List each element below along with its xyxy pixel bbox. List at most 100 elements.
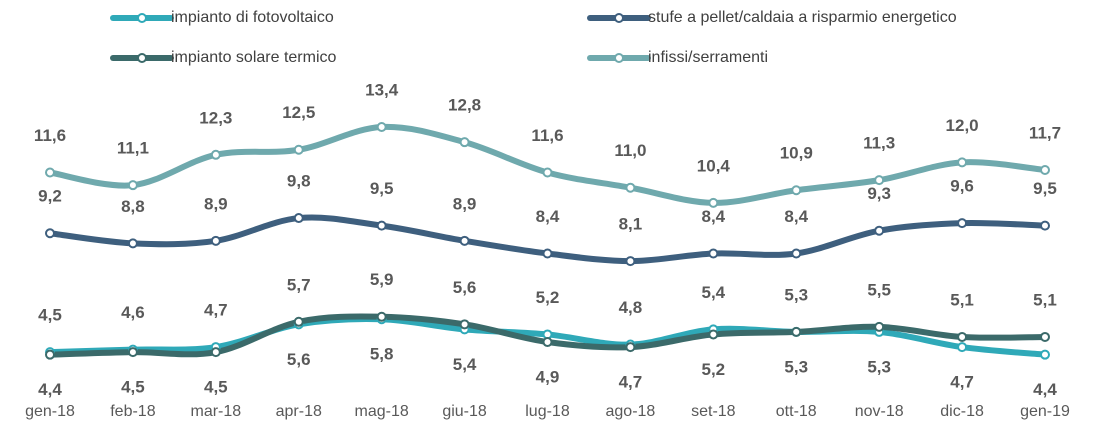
data-label: 5,4 <box>453 355 477 374</box>
data-label: 5,6 <box>287 350 311 369</box>
data-label: 10,4 <box>697 156 731 175</box>
legend-marker <box>614 13 624 23</box>
point <box>127 347 138 358</box>
x-tick-label: ago-18 <box>606 403 656 420</box>
data-label: 8,4 <box>784 207 808 226</box>
data-label: 5,1 <box>1033 290 1057 309</box>
x-tick-label: lug-18 <box>525 403 570 420</box>
point <box>957 331 968 342</box>
data-label: 8,9 <box>204 194 228 213</box>
point <box>293 316 304 327</box>
point <box>376 121 387 132</box>
data-label: 4,4 <box>38 380 62 399</box>
x-tick-label: mar-18 <box>190 403 241 420</box>
data-label: 4,5 <box>204 378 228 397</box>
point <box>376 220 387 231</box>
data-label: 4,7 <box>950 373 974 392</box>
data-label: 8,4 <box>536 207 560 226</box>
point <box>708 248 719 259</box>
x-tick-label: dic-18 <box>940 403 984 420</box>
point <box>1040 220 1050 231</box>
data-label: 11,7 <box>1029 123 1061 142</box>
point <box>376 311 387 322</box>
point <box>45 349 55 360</box>
point <box>542 167 553 178</box>
legend-marker <box>137 53 147 63</box>
point <box>708 197 719 208</box>
point <box>625 182 636 193</box>
legend-label: impianto solare termico <box>171 49 337 66</box>
data-label: 5,2 <box>536 288 560 307</box>
data-label: 10,9 <box>780 144 813 163</box>
point <box>957 218 968 229</box>
data-label: 4,7 <box>619 373 643 392</box>
point <box>625 256 636 267</box>
point <box>127 180 138 191</box>
x-tick-label: gen-19 <box>1020 403 1070 420</box>
data-label: 9,6 <box>950 177 974 196</box>
legend-marker <box>614 53 624 63</box>
data-label: 5,6 <box>453 278 477 297</box>
point <box>542 248 553 259</box>
data-label: 5,9 <box>370 270 394 289</box>
point <box>210 347 221 358</box>
legend-marker <box>137 13 147 23</box>
data-label: 4,5 <box>38 306 62 325</box>
data-label: 9,3 <box>867 184 891 203</box>
x-tick-label: nov-18 <box>855 403 904 420</box>
data-label: 11,3 <box>863 134 895 153</box>
x-tick-label: giu-18 <box>442 403 487 420</box>
x-tick-label: set-18 <box>691 403 736 420</box>
data-label: 13,4 <box>365 80 399 99</box>
data-label: 9,2 <box>38 187 62 206</box>
point <box>1040 331 1050 342</box>
point <box>127 238 138 249</box>
point <box>874 175 885 186</box>
point <box>625 342 636 353</box>
point <box>210 235 221 246</box>
data-label: 9,8 <box>287 172 311 191</box>
point <box>1040 164 1050 175</box>
legend-label: impianto di fotovoltaico <box>171 9 334 26</box>
data-label: 4,8 <box>619 298 643 317</box>
point <box>45 167 55 178</box>
x-tick-label: apr-18 <box>276 403 322 420</box>
data-label: 5,8 <box>370 345 394 364</box>
point <box>542 337 553 348</box>
data-label: 5,4 <box>702 283 726 302</box>
data-label: 5,5 <box>867 280 891 299</box>
data-label: 12,0 <box>946 116 979 135</box>
data-label: 11,1 <box>117 139 149 158</box>
data-label: 8,1 <box>619 215 643 234</box>
point <box>791 185 802 196</box>
point <box>1040 349 1050 360</box>
data-label: 5,7 <box>287 275 311 294</box>
point <box>293 144 304 155</box>
point <box>210 149 221 160</box>
data-label: 9,5 <box>370 179 394 198</box>
data-label: 4,5 <box>121 378 145 397</box>
data-label: 12,8 <box>448 96 481 115</box>
point <box>459 319 470 330</box>
data-label: 4,6 <box>121 303 145 322</box>
data-label: 11,6 <box>531 126 563 145</box>
data-label: 12,3 <box>199 108 232 127</box>
data-label: 4,7 <box>204 301 228 320</box>
data-label: 9,5 <box>1033 179 1057 198</box>
data-label: 4,4 <box>1033 380 1057 399</box>
point <box>459 235 470 246</box>
data-label: 5,1 <box>950 290 974 309</box>
point <box>708 329 719 340</box>
point <box>874 225 885 236</box>
point <box>874 321 885 332</box>
point <box>293 213 304 224</box>
data-label: 4,9 <box>536 368 560 387</box>
data-label: 5,3 <box>784 285 808 304</box>
point <box>45 228 55 239</box>
data-label: 11,0 <box>614 141 646 160</box>
data-label: 8,9 <box>453 194 477 213</box>
data-label: 12,5 <box>282 103 315 122</box>
data-label: 5,3 <box>867 357 891 376</box>
x-tick-label: feb-18 <box>110 403 155 420</box>
